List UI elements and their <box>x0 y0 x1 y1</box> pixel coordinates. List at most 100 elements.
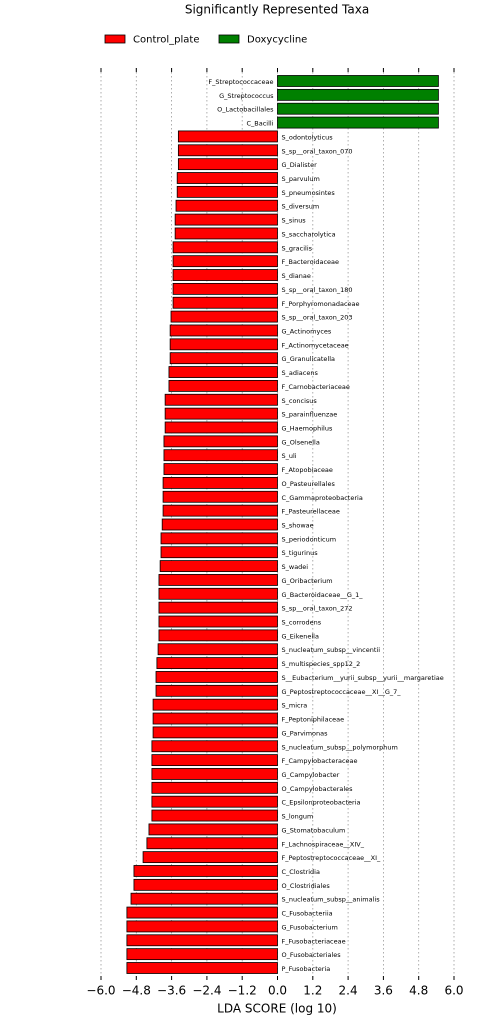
bar <box>175 199 278 212</box>
bar <box>152 698 278 711</box>
category-label: G_Parvimonas <box>282 729 329 737</box>
bar <box>177 158 278 171</box>
x-tick-label: 3.6 <box>374 984 393 998</box>
bar <box>163 463 278 475</box>
category-label: S_pneumosintes <box>282 189 336 197</box>
category-label: G_Haemophilus <box>282 424 333 432</box>
bar <box>172 255 278 268</box>
bar <box>151 795 278 808</box>
category-label: G_Eikenella <box>282 632 319 640</box>
x-tick-label: 4.8 <box>409 984 428 998</box>
category-label: S_nucleatum_subsp__vincentii <box>282 646 381 654</box>
bar <box>158 629 278 642</box>
bar <box>169 324 278 337</box>
bar <box>164 421 278 434</box>
category-label: O_Clostridiales <box>282 882 331 890</box>
x-tick-label: −4.8 <box>122 984 151 998</box>
x-tick-label: −1.2 <box>228 984 257 998</box>
bar <box>146 837 278 850</box>
legend-label: Doxycycline <box>247 35 307 46</box>
bar <box>277 116 439 129</box>
bar <box>142 851 278 864</box>
category-label: S_adiacens <box>282 369 319 377</box>
category-label: G_Dialister <box>282 161 318 169</box>
category-label: F_Atopobiaceae <box>282 466 333 474</box>
bar <box>157 643 278 656</box>
x-tick-label: −3.6 <box>157 984 186 998</box>
x-tick-label: 6.0 <box>444 984 463 998</box>
legend-swatch <box>218 34 240 44</box>
bar <box>162 477 278 489</box>
bar <box>162 504 278 517</box>
category-label: S_sp__oral_taxon_180 <box>282 286 353 294</box>
category-label: S_corrodens <box>282 619 322 627</box>
category-label: S_saccharolytica <box>282 230 336 238</box>
category-label: S_multispecies_spp12_2 <box>282 660 361 668</box>
bar <box>160 532 278 545</box>
bar <box>176 172 278 184</box>
category-label: S_diversum <box>282 203 320 211</box>
category-label: O_Lactobacillales <box>217 106 274 114</box>
category-label: F_Actinomycetaceae <box>282 341 349 349</box>
bar <box>164 393 278 406</box>
category-label: G_Oribacterium <box>282 577 333 585</box>
bar <box>170 310 278 323</box>
bar <box>126 962 278 974</box>
bar <box>172 282 278 295</box>
category-label: G_Stomatobaculum <box>282 826 346 834</box>
category-label: F_Campylobacteraceae <box>282 757 358 765</box>
category-label: P_Fusobacteria <box>282 965 331 973</box>
bar <box>155 671 278 683</box>
category-label: S_gracilis <box>282 244 313 252</box>
category-label: G_Campylobacter <box>282 771 340 779</box>
category-label: S_nucleatum_subsp__polymorphum <box>282 743 398 751</box>
category-label: G_Bacteroidaceae__G_1_ <box>282 591 364 599</box>
bar <box>130 892 278 905</box>
category-label: F_Bacteroidaceae <box>282 258 340 266</box>
bar <box>151 768 278 780</box>
category-label: F_Streptococcaceae <box>208 78 273 86</box>
legend-swatch <box>104 34 126 44</box>
category-label: F_Peptostreptococcaceae__XI_ <box>282 854 382 862</box>
category-label: S_periodonticum <box>282 535 337 543</box>
x-tick-label: −2.4 <box>192 984 221 998</box>
legend-label: Control_plate <box>133 35 199 46</box>
bar <box>160 546 278 559</box>
category-label: S_showae <box>282 522 314 530</box>
bar <box>126 920 278 933</box>
bar <box>163 449 278 462</box>
category-label: F_Peptoniphilaceae <box>282 716 345 724</box>
bar <box>174 213 278 226</box>
bar <box>155 684 278 697</box>
category-label: S__Eubacterium__yurii_subsp__yurii__marg… <box>282 674 444 682</box>
category-label: S_sp__oral_taxon_070 <box>282 147 353 155</box>
bar <box>133 865 278 877</box>
category-label: S_nucleatum_subsp__animalis <box>282 896 381 904</box>
category-label: S_uli <box>282 452 297 460</box>
bar <box>151 754 278 767</box>
category-label: S_parainfluenzae <box>282 411 338 419</box>
bar <box>164 407 278 420</box>
category-label: C_Bacilli <box>246 120 273 128</box>
bar <box>158 601 278 614</box>
category-label: S_wadei <box>282 563 309 571</box>
category-label: S_sinus <box>282 217 307 225</box>
chart-title: Significantly Represented Taxa <box>185 3 369 17</box>
category-label: S_dianae <box>282 272 311 280</box>
category-label: G_Olsenella <box>282 438 320 446</box>
bar <box>159 560 278 572</box>
bar <box>176 185 278 198</box>
bar <box>168 366 278 378</box>
category-label: O_Pasteurellales <box>282 480 336 488</box>
bar <box>169 352 278 365</box>
category-label: F_Porphyromonadaceae <box>282 300 360 308</box>
bar <box>152 712 278 725</box>
bar <box>158 615 278 628</box>
category-label: S_odontolyticus <box>282 133 334 141</box>
bar <box>158 574 278 586</box>
bar <box>151 809 278 822</box>
category-label: C_Fusobacteriia <box>282 910 333 918</box>
bar <box>148 823 278 836</box>
bar <box>168 380 278 392</box>
